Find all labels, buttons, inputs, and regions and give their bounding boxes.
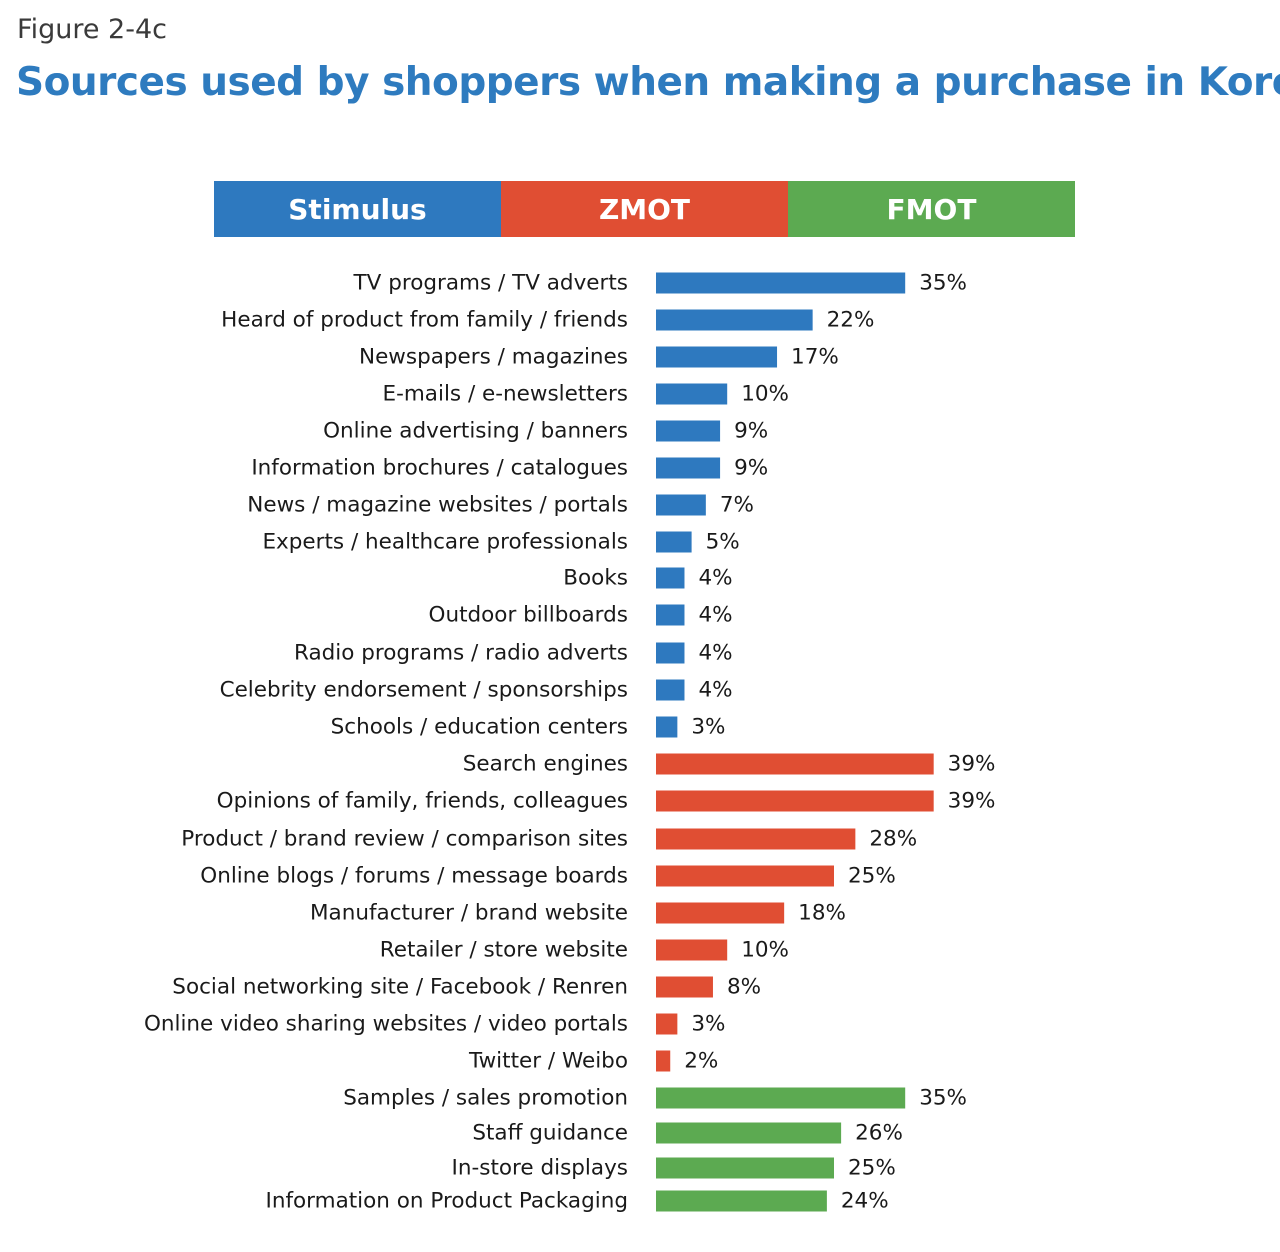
value-label: 9% bbox=[734, 419, 768, 444]
category-label: Experts / healthcare professionals bbox=[262, 530, 628, 555]
bar bbox=[656, 679, 685, 701]
category-label: Information brochures / catalogues bbox=[251, 456, 628, 481]
bar bbox=[656, 976, 713, 998]
category-label: Retailer / store website bbox=[380, 938, 628, 963]
value-label: 39% bbox=[948, 752, 996, 777]
value-label: 4% bbox=[698, 603, 732, 628]
category-label: Online advertising / banners bbox=[323, 419, 628, 444]
bar bbox=[656, 494, 706, 516]
value-label: 5% bbox=[706, 530, 740, 555]
category-label: Celebrity endorsement / sponsorships bbox=[220, 678, 628, 703]
legend-stimulus: Stimulus bbox=[214, 181, 501, 237]
category-label: Newspapers / magazines bbox=[359, 345, 628, 370]
value-label: 9% bbox=[734, 456, 768, 481]
value-label: 7% bbox=[720, 493, 754, 518]
category-label: Samples / sales promotion bbox=[343, 1086, 628, 1111]
value-label: 4% bbox=[698, 641, 732, 666]
category-label: Online video sharing websites / video po… bbox=[144, 1012, 628, 1037]
value-label: 3% bbox=[691, 715, 725, 740]
category-label: Online blogs / forums / message boards bbox=[200, 864, 628, 889]
value-label: 28% bbox=[869, 827, 917, 852]
category-label: Opinions of family, friends, colleagues bbox=[217, 789, 628, 814]
value-label: 4% bbox=[698, 566, 732, 591]
category-label: Product / brand review / comparison site… bbox=[181, 827, 628, 852]
bar bbox=[656, 1013, 678, 1035]
category-label: Radio programs / radio adverts bbox=[294, 641, 628, 666]
value-label: 10% bbox=[741, 938, 789, 963]
legend: Stimulus ZMOT FMOT bbox=[214, 181, 1075, 237]
bar bbox=[656, 457, 721, 479]
category-label: Information on Product Packaging bbox=[265, 1189, 628, 1214]
value-label: 24% bbox=[841, 1189, 889, 1214]
bar bbox=[656, 383, 728, 405]
category-label: Staff guidance bbox=[472, 1121, 628, 1146]
value-label: 2% bbox=[684, 1049, 718, 1074]
bar bbox=[656, 753, 934, 775]
bar bbox=[656, 346, 778, 368]
category-label: Twitter / Weibo bbox=[468, 1049, 628, 1074]
bar bbox=[656, 309, 813, 331]
value-label: 35% bbox=[919, 1086, 967, 1111]
value-label: 25% bbox=[848, 1156, 896, 1181]
value-label: 4% bbox=[698, 678, 732, 703]
bar bbox=[656, 272, 906, 294]
bar bbox=[656, 420, 721, 442]
legend-fmot: FMOT bbox=[788, 181, 1075, 237]
bar bbox=[656, 531, 692, 553]
value-label: 35% bbox=[919, 271, 967, 296]
category-label: Schools / education centers bbox=[331, 715, 628, 740]
category-label: Search engines bbox=[463, 752, 628, 777]
bar bbox=[656, 604, 685, 626]
value-label: 22% bbox=[827, 308, 875, 333]
category-label: Heard of product from family / friends bbox=[221, 308, 628, 333]
bar bbox=[656, 902, 785, 924]
value-label: 25% bbox=[848, 864, 896, 889]
category-label: E-mails / e-newsletters bbox=[383, 382, 628, 407]
value-label: 39% bbox=[948, 789, 996, 814]
category-label: Manufacturer / brand website bbox=[310, 901, 628, 926]
bar bbox=[656, 865, 834, 887]
bar bbox=[656, 1157, 834, 1179]
chart-title: Sources used by shoppers when making a p… bbox=[16, 60, 1280, 105]
bar bbox=[656, 1190, 827, 1212]
value-label: 18% bbox=[798, 901, 846, 926]
bar bbox=[656, 790, 934, 812]
value-label: 3% bbox=[691, 1012, 725, 1037]
category-label: In-store displays bbox=[452, 1156, 628, 1181]
bar bbox=[656, 1050, 671, 1072]
bar bbox=[656, 642, 685, 664]
value-label: 8% bbox=[727, 975, 761, 1000]
category-label: Books bbox=[563, 566, 628, 591]
bar bbox=[656, 1087, 906, 1109]
value-label: 10% bbox=[741, 382, 789, 407]
category-label: TV programs / TV adverts bbox=[353, 271, 628, 296]
bar bbox=[656, 939, 728, 961]
bar bbox=[656, 567, 685, 589]
legend-zmot: ZMOT bbox=[501, 181, 788, 237]
bar bbox=[656, 716, 678, 738]
category-label: Outdoor billboards bbox=[429, 603, 628, 628]
value-label: 26% bbox=[855, 1121, 903, 1146]
figure-label: Figure 2-4c bbox=[17, 14, 167, 45]
bar bbox=[656, 828, 856, 850]
bar bbox=[656, 1122, 842, 1144]
category-label: News / magazine websites / portals bbox=[247, 493, 628, 518]
category-label: Social networking site / Facebook / Renr… bbox=[172, 975, 628, 1000]
value-label: 17% bbox=[791, 345, 839, 370]
